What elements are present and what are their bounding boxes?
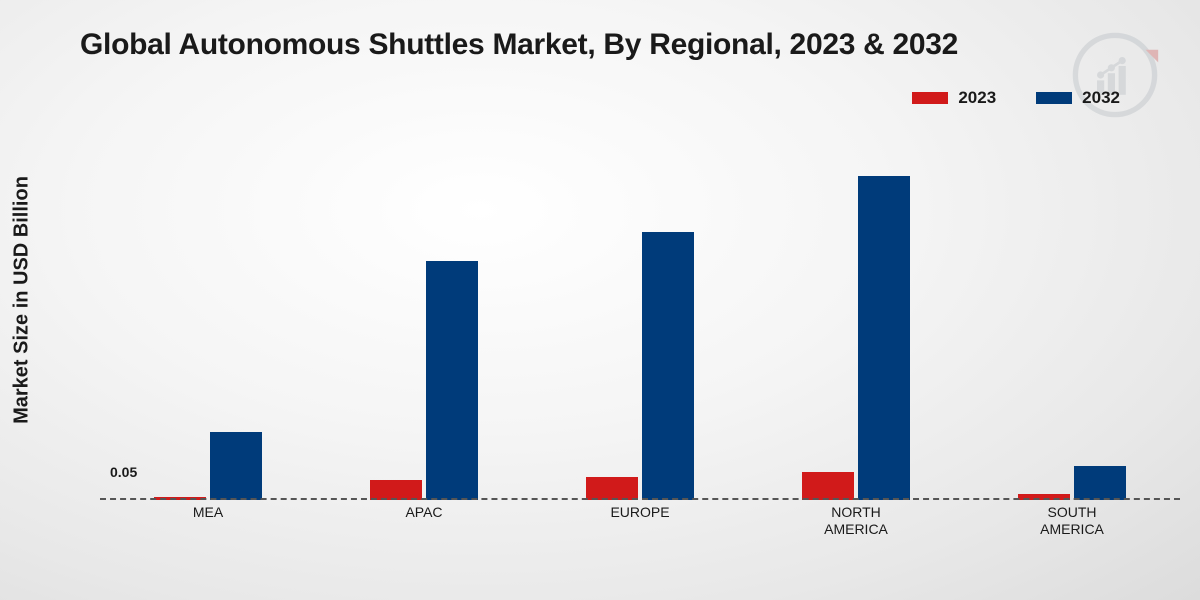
bar-2032	[1074, 466, 1126, 500]
bar-2032	[210, 432, 262, 500]
x-category-label: EUROPE	[610, 504, 669, 521]
bar-2023	[586, 477, 638, 500]
bar-2032	[426, 261, 478, 500]
bar-2023	[370, 480, 422, 500]
legend-label-2023: 2023	[958, 88, 996, 108]
chart-title: Global Autonomous Shuttles Market, By Re…	[80, 28, 958, 62]
legend-item-2023: 2023	[912, 88, 996, 108]
legend: 2023 2032	[912, 88, 1120, 108]
x-axis-labels: MEA APAC EUROPE NORTH AMERICA SOUTH AMERICA	[100, 500, 1180, 540]
y-tick-label: 0.05	[110, 464, 137, 480]
bar-2032	[858, 176, 910, 500]
x-category-label: NORTH AMERICA	[824, 504, 888, 538]
bar-2023	[802, 472, 854, 500]
x-category-label: APAC	[405, 504, 442, 521]
x-category-label: MEA	[193, 504, 223, 521]
legend-label-2032: 2032	[1082, 88, 1120, 108]
legend-item-2032: 2032	[1036, 88, 1120, 108]
legend-swatch-2032	[1036, 92, 1072, 104]
bar-2032	[642, 232, 694, 500]
y-axis-label: Market Size in USD Billion	[11, 176, 34, 424]
legend-swatch-2023	[912, 92, 948, 104]
x-category-label: SOUTH AMERICA	[1040, 504, 1104, 538]
chart-plot-area: MEAAPACEUROPENORTH AMERICASOUTH AMERICA …	[100, 130, 1180, 540]
bars-container	[100, 130, 1180, 500]
